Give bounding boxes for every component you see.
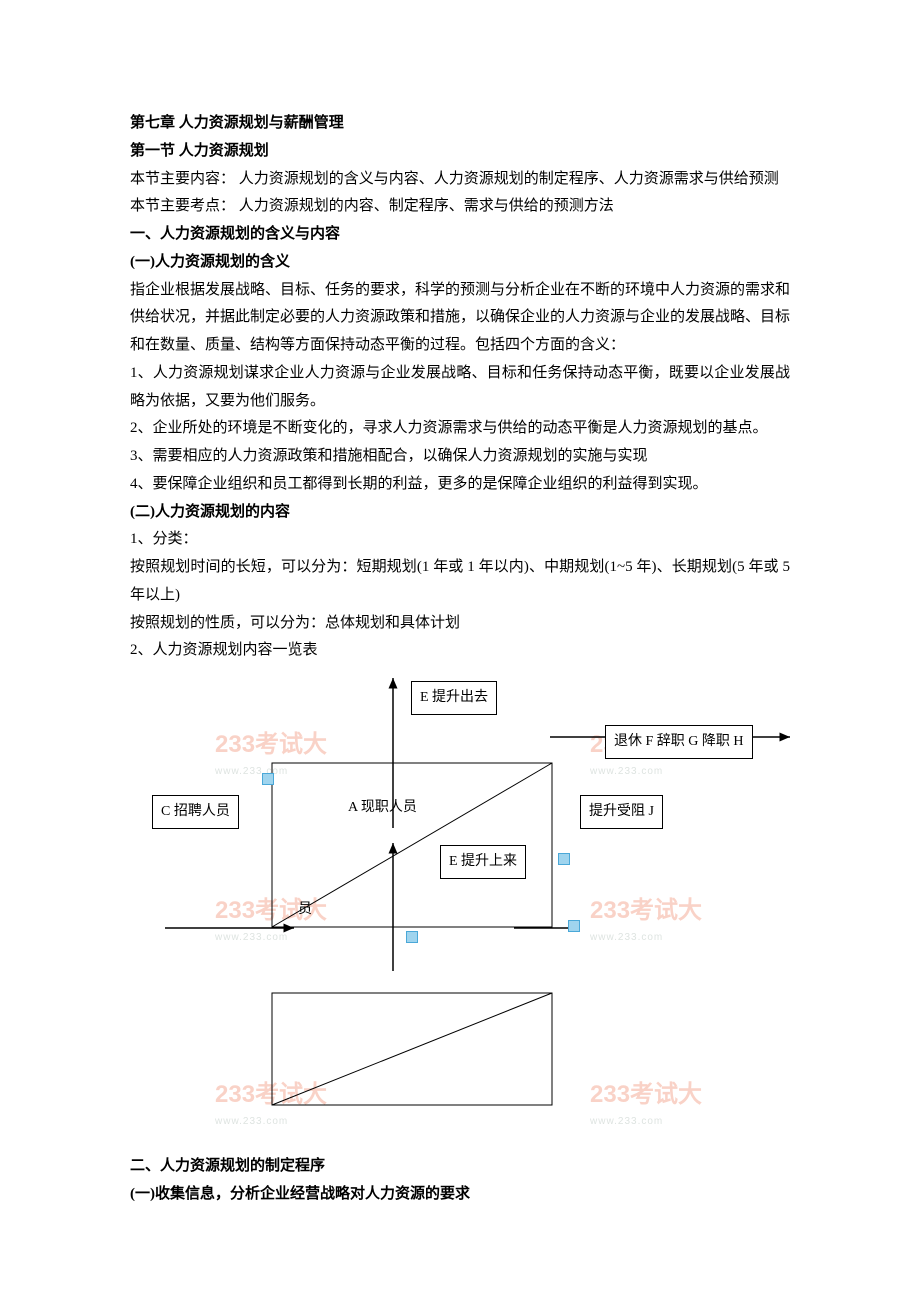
- heading-2-1: (一)收集信息，分析企业经营战略对人力资源的要求: [130, 1181, 790, 1209]
- paragraph: 本节主要内容： 人力资源规划的含义与内容、人力资源规划的制定程序、人力资源需求与…: [130, 166, 790, 194]
- heading-2: 二、人力资源规划的制定程序: [130, 1153, 790, 1181]
- heading-1-2: (二)人力资源规划的内容: [130, 499, 790, 527]
- paragraph: 按照规划时间的长短，可以分为：短期规划(1 年或 1 年以内)、中期规划(1~5…: [130, 554, 790, 610]
- section-title: 第一节 人力资源规划: [130, 138, 790, 166]
- paragraph: 指企业根据发展战略、目标、任务的要求，科学的预测与分析企业在不断的环境中人力资源…: [130, 277, 790, 360]
- chapter-title: 第七章 人力资源规划与薪酬管理: [130, 110, 790, 138]
- paragraph: 1、人力资源规划谋求企业人力资源与企业发展战略、目标和任务保持动态平衡，既要以企…: [130, 360, 790, 416]
- heading-1: 一、人力资源规划的含义与内容: [130, 221, 790, 249]
- edit-handle: [558, 853, 570, 865]
- edit-handle: [406, 931, 418, 943]
- paragraph: 本节主要考点： 人力资源规划的内容、制定程序、需求与供给的预测方法: [130, 193, 790, 221]
- box-retire: 退休 F 辞职 G 降职 H: [605, 725, 753, 759]
- box-promote-blocked: 提升受阻 J: [580, 795, 663, 829]
- page: 第七章 人力资源规划与薪酬管理 第一节 人力资源规划 本节主要内容： 人力资源规…: [0, 0, 920, 1269]
- paragraph: 2、企业所处的环境是不断变化的，寻求人力资源需求与供给的动态平衡是人力资源规划的…: [130, 415, 790, 443]
- paragraph: 4、要保障企业组织和员工都得到长期的利益，更多的是保障企业组织的利益得到实现。: [130, 471, 790, 499]
- paragraph: 按照规划的性质，可以分为：总体规划和具体计划: [130, 610, 790, 638]
- box-e-promote-in: E 提升上来: [440, 845, 526, 879]
- heading-1-1: (一)人力资源规划的含义: [130, 249, 790, 277]
- paragraph: 3、需要相应的人力资源政策和措施相配合，以确保人力资源规划的实施与实现: [130, 443, 790, 471]
- box-c-recruit: C 招聘人员: [152, 795, 239, 829]
- hr-flow-diagram: 233考试大 www.233.com 233考试大 www.233.com 23…: [130, 673, 810, 1153]
- label-a-current: A 现职人员: [348, 795, 417, 821]
- edit-handle: [568, 920, 580, 932]
- box-e-promote-out: E 提升出去: [411, 681, 497, 715]
- label-member: 员: [298, 897, 312, 923]
- paragraph: 1、分类：: [130, 526, 790, 554]
- edit-handle: [262, 773, 274, 785]
- paragraph: 2、人力资源规划内容一览表: [130, 637, 790, 665]
